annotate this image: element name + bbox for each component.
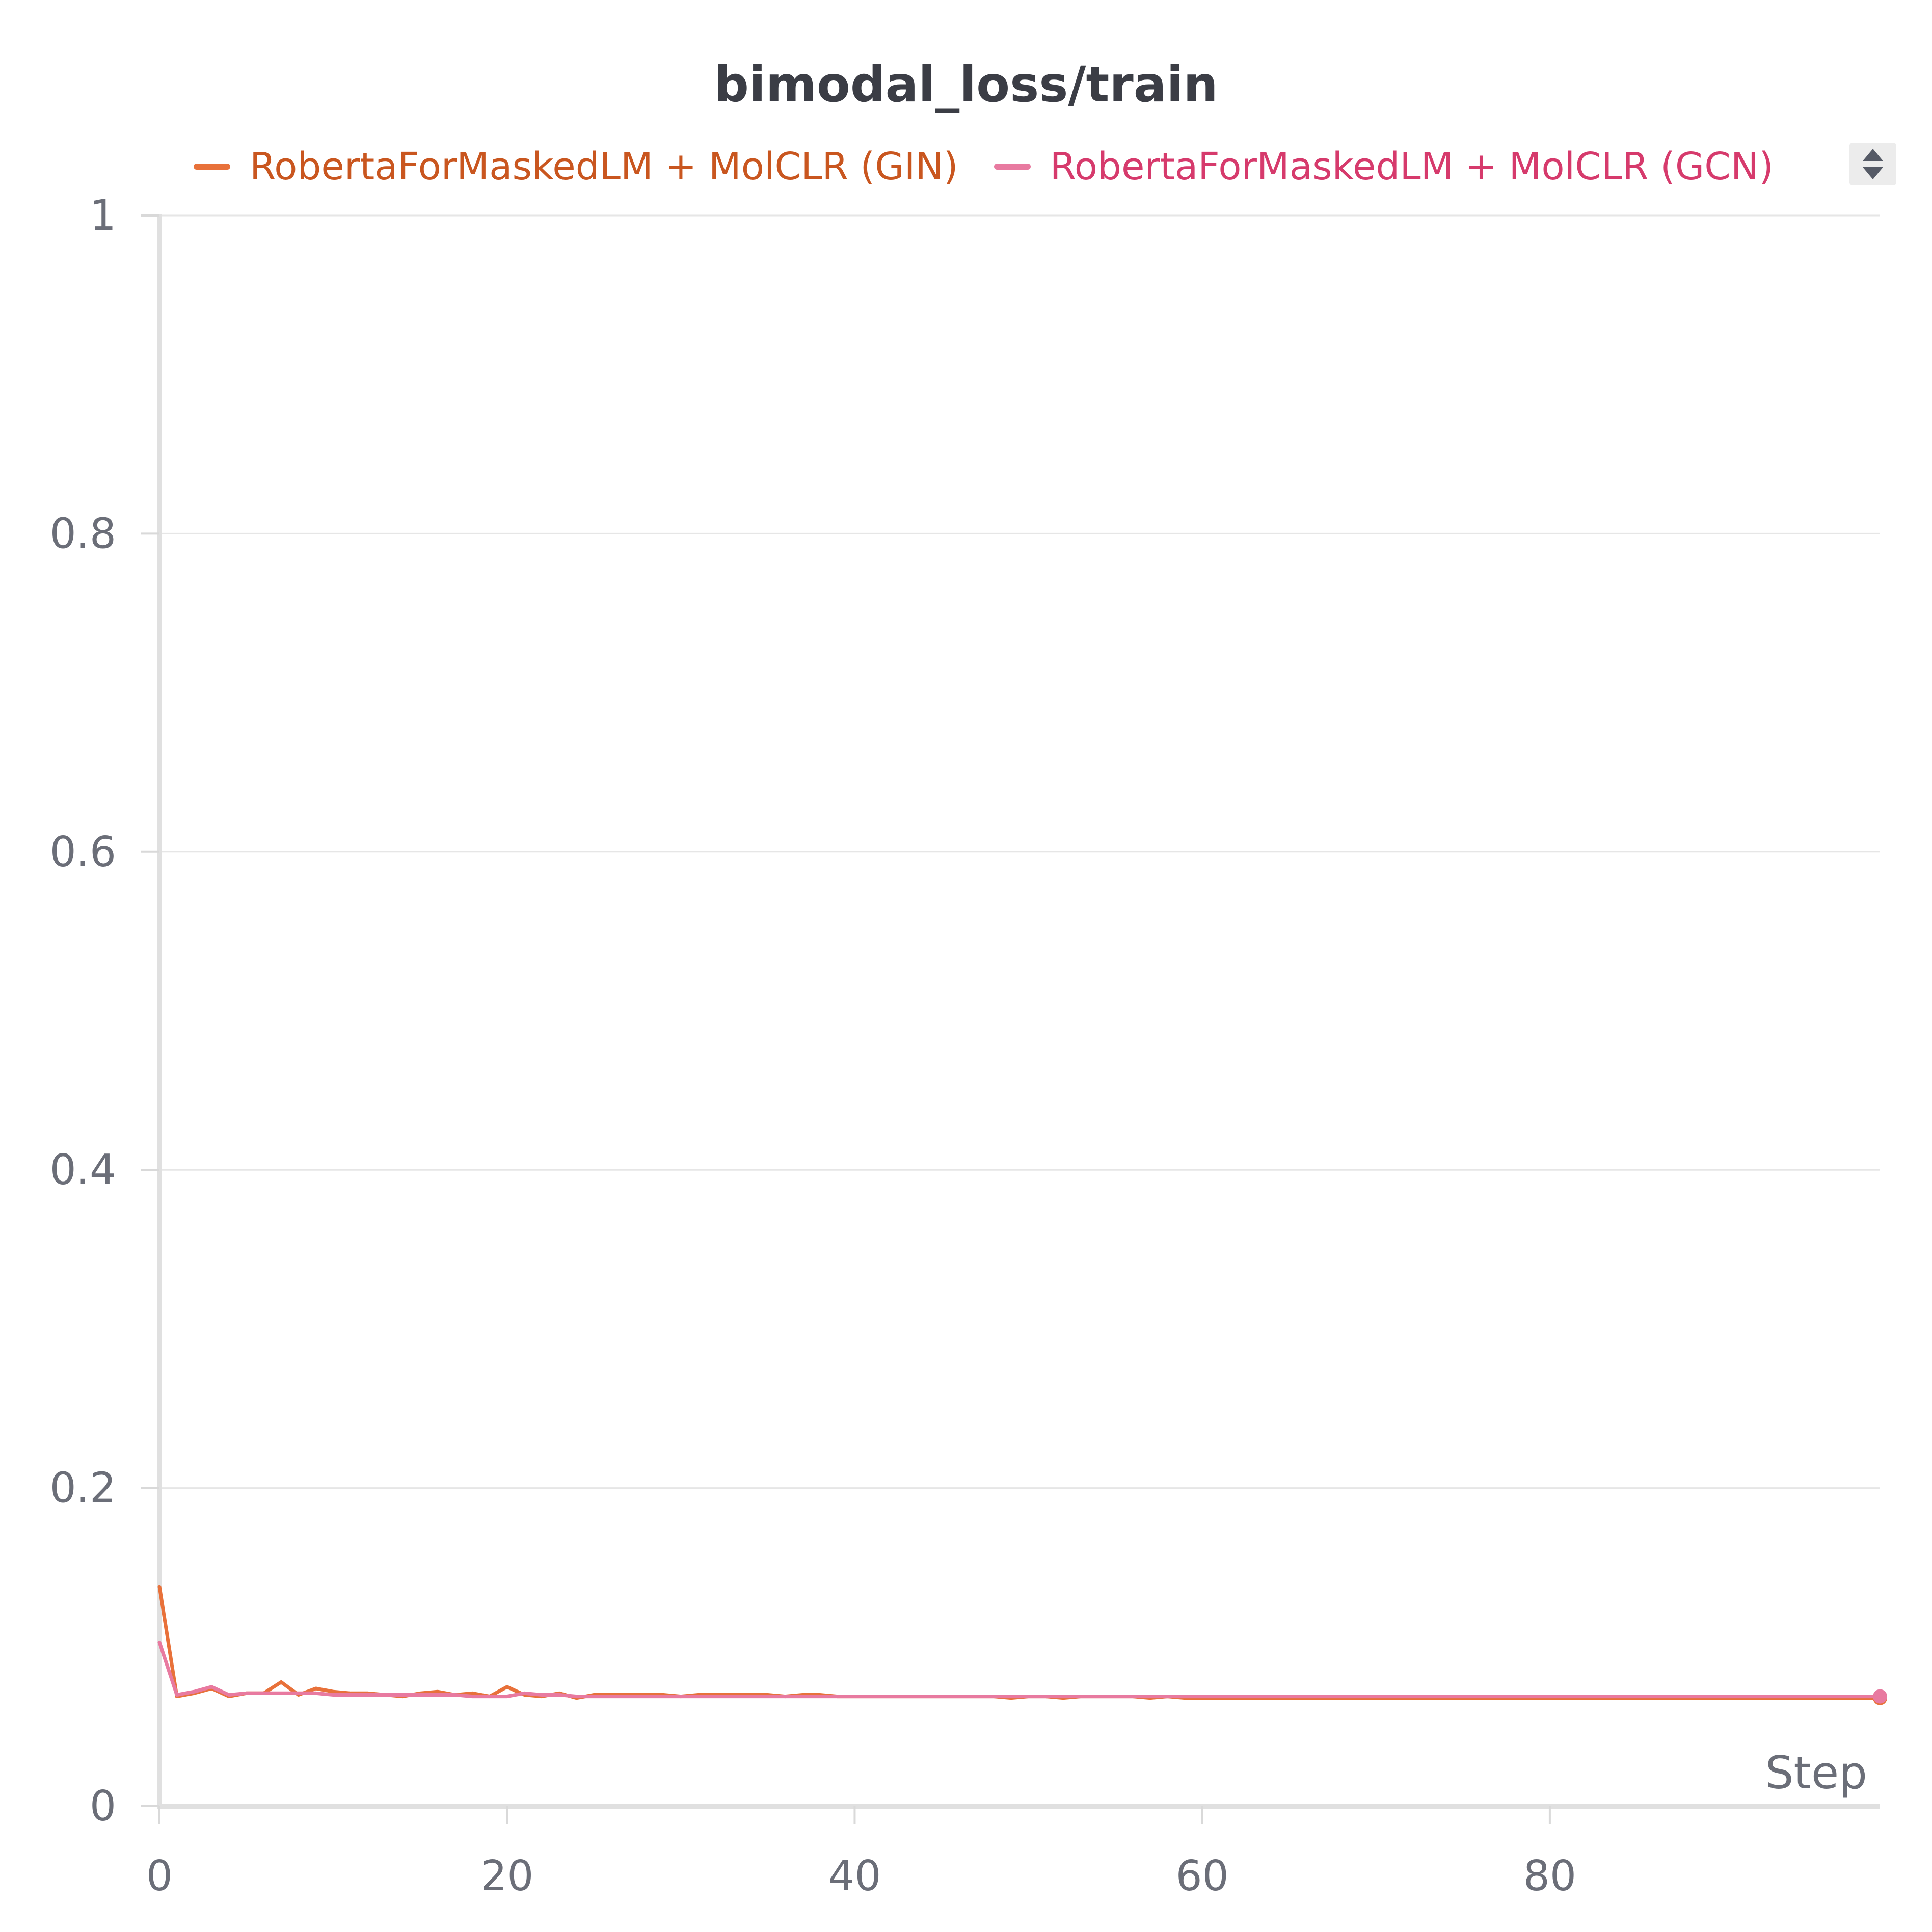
y-tick-label: 1: [90, 192, 116, 240]
series-line-0: [159, 1587, 1880, 1698]
series-line-1: [159, 1642, 1880, 1696]
x-axis-ticks: 0 20 40 60 80: [146, 1806, 1576, 1900]
series-endpoint-1: [1873, 1689, 1887, 1704]
x-tick-label: 40: [828, 1852, 881, 1900]
y-tick-label: 0.8: [50, 509, 116, 558]
y-axis-ticks: 0 0.2 0.4 0.6 0.8 1: [50, 192, 159, 1831]
y-tick-label: 0.6: [50, 828, 116, 876]
y-tick-label: 0.4: [50, 1146, 116, 1194]
x-tick-label: 20: [480, 1852, 533, 1900]
series-lines: [159, 1587, 1887, 1705]
y-tick-label: 0.2: [50, 1464, 116, 1513]
grid-lines: [159, 216, 1880, 1488]
x-tick-label: 60: [1175, 1852, 1228, 1900]
x-tick-label: 0: [146, 1852, 173, 1900]
x-axis-label: Step: [1765, 1747, 1867, 1799]
axes: [157, 214, 1880, 1807]
y-tick-label: 0: [90, 1782, 116, 1831]
x-tick-label: 80: [1523, 1852, 1576, 1900]
